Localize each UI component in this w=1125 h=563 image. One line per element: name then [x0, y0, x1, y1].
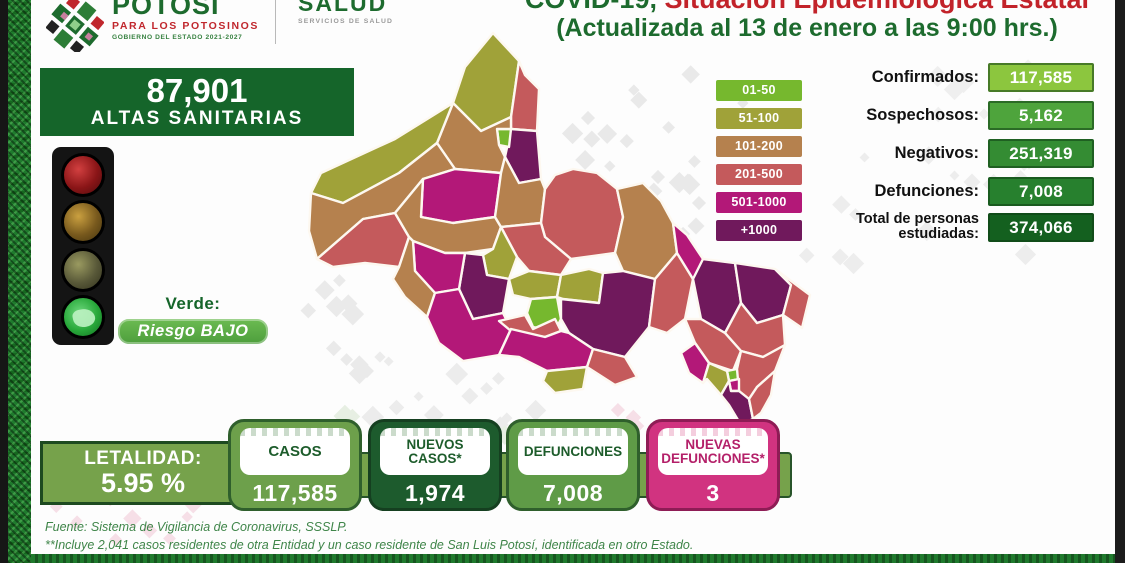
risk-level: Verde: Riesgo BAJO [118, 294, 268, 344]
casos-label: CASOS [268, 443, 322, 460]
potosi-ornament-icon [46, 0, 104, 52]
left-green-pattern-strip [8, 0, 31, 563]
logo-dept: SALUD [298, 0, 388, 16]
choropleth-map [307, 31, 812, 427]
red-light-icon [61, 152, 105, 197]
page-title: COVID-19, Situación Epidemiológica Estat… [517, 0, 1097, 43]
nuevas-defunciones-value: 3 [706, 480, 720, 506]
nuevos-casos-box: NUEVOS CASOS* 1,974 [368, 419, 502, 511]
stat-label: Confirmados: [871, 68, 979, 86]
amber-light-icon [61, 200, 105, 245]
letalidad-label: LETALIDAD: [84, 448, 202, 469]
olive-light-icon [61, 247, 105, 292]
stat-label: Negativos: [894, 144, 979, 162]
source-footnote: Fuente: Sistema de Vigilancia de Coronav… [45, 518, 693, 554]
traffic-light [52, 147, 114, 345]
stat-value: 7,008 [988, 177, 1094, 206]
altas-value: 87,901 [146, 72, 248, 109]
stat-value: 251,319 [988, 139, 1094, 168]
logo-divider [275, 0, 277, 44]
legend-item: +1000 [716, 220, 802, 241]
defunciones-label: DEFUNCIONES [523, 444, 623, 459]
legend-item: 501-1000 [716, 192, 802, 213]
left-black-edge [0, 0, 8, 563]
casos-value: 117,585 [252, 480, 338, 506]
title-situacion: Situación Epidemiológica Estatal [657, 0, 1089, 14]
stat-label: Sospechosos: [866, 106, 979, 124]
nuevas-defunciones-box: NUEVAS DEFUNCIONES* 3 [646, 419, 780, 511]
map-legend: 01-50 51-100 101-200 201-500 501-1000 +1… [716, 80, 802, 248]
stat-value: 374,066 [988, 212, 1094, 242]
altas-label: ALTAS SANITARIAS [90, 108, 304, 129]
stat-label: Total de personas estudiadas: [855, 211, 979, 242]
footnote-line2: **Incluye 2,041 casos residentes de otra… [45, 538, 694, 552]
right-black-edge [1115, 0, 1125, 563]
stat-value: 5,162 [988, 101, 1094, 130]
legend-item: 51-100 [716, 108, 802, 129]
municipality-polygons [307, 31, 812, 427]
casos-box: CASOS 117,585 [228, 419, 362, 511]
risk-pill: Riesgo BAJO [118, 319, 268, 344]
title-updated: (Actualizada al 13 de enero a las 9:00 h… [556, 14, 1058, 42]
footnote-line1: Fuente: Sistema de Vigilancia de Coronav… [45, 520, 348, 534]
nuevos-casos-value: 1,974 [404, 480, 466, 506]
altas-sanitarias-box: 87,901 ALTAS SANITARIAS [40, 68, 354, 136]
letalidad-value: 5.95 % [100, 468, 186, 498]
risk-color-label: Verde: [165, 294, 221, 313]
green-light-icon [61, 295, 105, 340]
logo-brand-sub: PARA LOS POTOSINOS [112, 20, 260, 32]
logo-brand: POTOSÍ [112, 0, 220, 20]
letalidad-box: LETALIDAD: 5.95 % [40, 441, 246, 505]
stat-value: 117,585 [988, 63, 1094, 92]
legend-item: 01-50 [716, 80, 802, 101]
legend-item: 201-500 [716, 164, 802, 185]
title-covid: COVID-19, [525, 0, 657, 14]
legend-item: 101-200 [716, 136, 802, 157]
logo-dept-sub: SERVICIOS DE SALUD [298, 18, 394, 25]
stat-label: Defunciones: [874, 182, 979, 200]
nuevas-defunciones-label: NUEVAS DEFUNCIONES* [661, 436, 765, 466]
defunciones-value: 7,008 [542, 480, 604, 506]
nuevos-casos-label: NUEVOS CASOS* [406, 436, 464, 466]
government-logo: POTOSÍ PARA LOS POTOSINOS GOBIERNO DEL E… [46, 0, 393, 52]
bottom-green-bar [0, 554, 1125, 563]
logo-brand-small: GOBIERNO DEL ESTADO 2021-2027 [112, 33, 243, 41]
defunciones-box: DEFUNCIONES 7,008 [506, 419, 640, 511]
